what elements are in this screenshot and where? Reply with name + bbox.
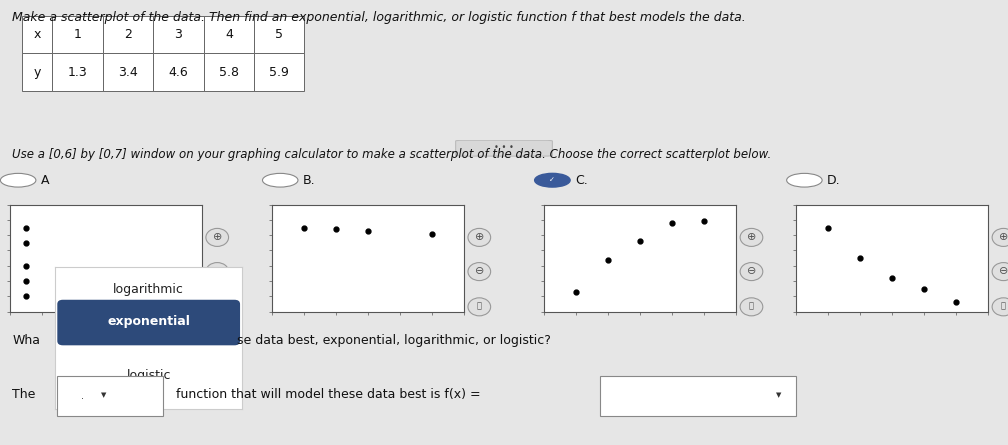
FancyBboxPatch shape xyxy=(52,16,103,53)
Circle shape xyxy=(740,263,763,281)
FancyBboxPatch shape xyxy=(204,16,254,53)
Circle shape xyxy=(740,298,763,316)
FancyBboxPatch shape xyxy=(456,140,552,156)
Text: logarithmic: logarithmic xyxy=(113,283,184,296)
FancyBboxPatch shape xyxy=(254,16,304,53)
Text: ⊖: ⊖ xyxy=(747,266,756,276)
Text: function that will model these data best is f(x) =: function that will model these data best… xyxy=(176,388,481,401)
Circle shape xyxy=(468,228,491,247)
FancyBboxPatch shape xyxy=(57,376,163,416)
Text: 3: 3 xyxy=(174,28,182,41)
Text: y: y xyxy=(33,65,41,79)
Text: The: The xyxy=(12,388,35,401)
Text: ⊕: ⊕ xyxy=(999,231,1008,242)
Text: logistic: logistic xyxy=(126,369,171,382)
Text: Wha: Wha xyxy=(12,334,40,348)
Text: ⊕: ⊕ xyxy=(747,231,756,242)
Text: A: A xyxy=(40,174,49,187)
Text: ▼: ▼ xyxy=(775,392,781,399)
FancyBboxPatch shape xyxy=(153,53,204,91)
Text: Use a [0,6] by [0,7] window on your graphing calculator to make a scatterplot of: Use a [0,6] by [0,7] window on your grap… xyxy=(12,148,771,161)
Text: ⧉: ⧉ xyxy=(215,302,220,311)
Circle shape xyxy=(534,174,571,187)
Text: 1.3: 1.3 xyxy=(68,65,88,79)
Text: 3.4: 3.4 xyxy=(118,65,138,79)
FancyBboxPatch shape xyxy=(153,16,204,53)
FancyBboxPatch shape xyxy=(22,53,52,91)
Circle shape xyxy=(262,174,298,187)
Circle shape xyxy=(0,174,36,187)
FancyBboxPatch shape xyxy=(204,53,254,91)
Text: exponential: exponential xyxy=(107,316,191,328)
Text: Make a scatterplot of the data. Then find an exponential, logarithmic, or logist: Make a scatterplot of the data. Then fin… xyxy=(12,11,746,24)
Text: ⊕: ⊕ xyxy=(213,231,222,242)
Text: 4.6: 4.6 xyxy=(168,65,188,79)
FancyBboxPatch shape xyxy=(52,53,103,91)
Text: ⊖: ⊖ xyxy=(999,266,1008,276)
Text: B.: B. xyxy=(302,174,316,187)
Text: 4: 4 xyxy=(225,28,233,41)
Text: ⊖: ⊖ xyxy=(213,266,222,276)
Circle shape xyxy=(992,228,1008,247)
Text: 5.9: 5.9 xyxy=(269,65,289,79)
Text: ⊕: ⊕ xyxy=(475,231,484,242)
Text: ▼: ▼ xyxy=(101,392,107,399)
Text: 2: 2 xyxy=(124,28,132,41)
Text: ⧉: ⧉ xyxy=(749,302,754,311)
Text: ✓: ✓ xyxy=(549,177,555,183)
Text: 1: 1 xyxy=(74,28,82,41)
FancyBboxPatch shape xyxy=(103,53,153,91)
Circle shape xyxy=(992,298,1008,316)
Text: 5: 5 xyxy=(275,28,283,41)
Text: • • •: • • • xyxy=(494,143,514,152)
Text: 5.8: 5.8 xyxy=(219,65,239,79)
Text: D.: D. xyxy=(827,174,841,187)
Circle shape xyxy=(206,263,229,281)
Circle shape xyxy=(786,174,823,187)
Circle shape xyxy=(206,298,229,316)
Circle shape xyxy=(740,228,763,247)
Text: .: . xyxy=(82,391,84,400)
Text: ⧉: ⧉ xyxy=(1001,302,1006,311)
Text: x: x xyxy=(33,28,41,41)
Text: C.: C. xyxy=(575,174,588,187)
Text: ⊖: ⊖ xyxy=(475,266,484,276)
FancyBboxPatch shape xyxy=(254,53,304,91)
Circle shape xyxy=(992,263,1008,281)
Text: se data best, exponential, logarithmic, or logistic?: se data best, exponential, logarithmic, … xyxy=(237,334,550,348)
FancyBboxPatch shape xyxy=(103,16,153,53)
FancyBboxPatch shape xyxy=(57,300,240,345)
Circle shape xyxy=(206,228,229,247)
FancyBboxPatch shape xyxy=(22,16,52,53)
Text: ⧉: ⧉ xyxy=(477,302,482,311)
FancyBboxPatch shape xyxy=(600,376,796,416)
Circle shape xyxy=(468,263,491,281)
Circle shape xyxy=(468,298,491,316)
